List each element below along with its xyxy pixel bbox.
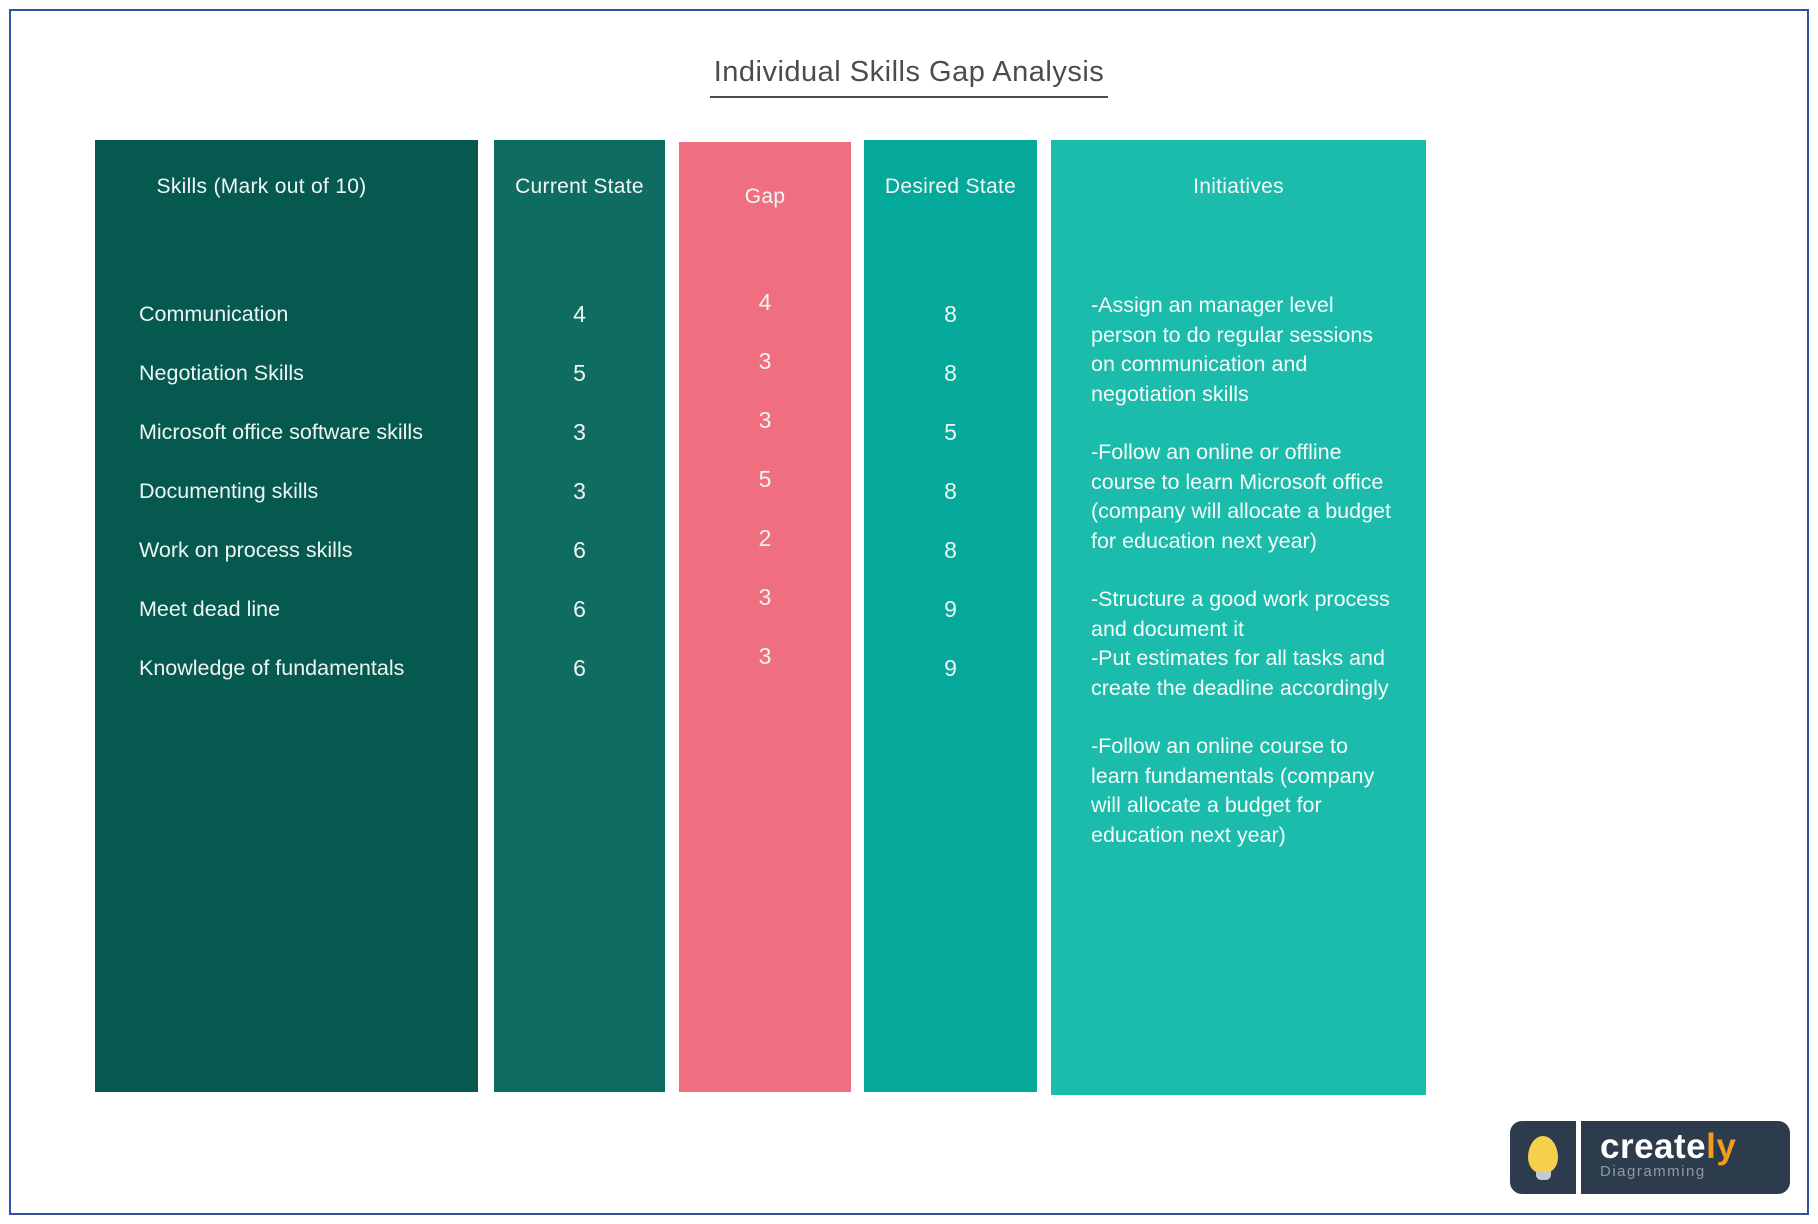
lightbulb-icon — [1510, 1121, 1576, 1194]
skill-label: Microsoft office software skills — [139, 420, 423, 444]
current-state-value: 3 — [573, 478, 586, 504]
desired-state-value: 5 — [944, 419, 957, 445]
page-title: Individual Skills Gap Analysis — [709, 56, 1109, 98]
skill-label: Negotiation Skills — [139, 361, 304, 385]
desired-state-column: Desired State 8 8 5 8 8 9 9 — [864, 140, 1037, 1092]
gap-value: 5 — [758, 466, 772, 492]
gap-value: 2 — [758, 525, 772, 551]
initiatives-column: Initiatives -Assign an manager level per… — [1051, 140, 1426, 1095]
skills-list: Communication Negotiation Skills Microso… — [95, 285, 478, 698]
current-state-value: 3 — [573, 419, 586, 445]
skill-label: Work on process skills — [139, 538, 353, 562]
desired-state-value: 8 — [944, 301, 957, 327]
brand-create: create — [1600, 1127, 1707, 1166]
skill-label: Knowledge of fundamentals — [139, 656, 405, 680]
gap-value: 4 — [758, 289, 772, 315]
desired-state-values: 8 8 5 8 8 9 9 — [864, 285, 1037, 698]
initiatives-text: -Assign an manager level person to do re… — [1091, 291, 1398, 879]
creately-wordmark: creately Diagramming — [1581, 1121, 1790, 1194]
brand-ly: ly — [1706, 1127, 1737, 1166]
skills-column-header: Skills (Mark out of 10) — [156, 175, 367, 198]
gap-value: 3 — [758, 643, 772, 669]
skill-label: Documenting skills — [139, 479, 319, 503]
skills-column: Skills (Mark out of 10) Communication Ne… — [95, 140, 478, 1092]
current-state-header: Current State — [515, 175, 644, 198]
desired-state-value: 8 — [944, 360, 957, 386]
desired-state-value: 9 — [944, 596, 957, 622]
initiatives-header: Initiatives — [1193, 175, 1284, 198]
gap-header: Gap — [744, 185, 786, 208]
current-state-value: 5 — [573, 360, 586, 386]
brand-subtitle: Diagramming — [1600, 1163, 1706, 1180]
brand-name: creately — [1600, 1127, 1790, 1166]
desired-state-value: 9 — [944, 655, 957, 681]
gap-value: 3 — [758, 407, 772, 433]
gap-value: 3 — [758, 348, 772, 374]
initiative-paragraph: -Follow an online or offline course to l… — [1091, 440, 1391, 553]
current-state-value: 6 — [573, 537, 586, 563]
title-bar: Individual Skills Gap Analysis — [0, 56, 1818, 98]
current-state-values: 4 5 3 3 6 6 6 — [494, 285, 665, 698]
desired-state-value: 8 — [944, 478, 957, 504]
current-state-value: 4 — [573, 301, 586, 327]
gap-value: 3 — [758, 584, 772, 610]
initiative-paragraph: -Follow an online course to learn fundam… — [1091, 734, 1375, 847]
creately-logo: creately Diagramming — [1510, 1121, 1790, 1194]
gap-column: Gap 4 3 3 5 2 3 3 — [679, 142, 851, 1092]
current-state-value: 6 — [573, 596, 586, 622]
desired-state-value: 8 — [944, 537, 957, 563]
current-state-column: Current State 4 5 3 3 6 6 6 — [494, 140, 665, 1092]
desired-state-header: Desired State — [884, 175, 1017, 198]
skill-label: Communication — [139, 302, 289, 326]
gap-values: 4 3 3 5 2 3 3 — [679, 273, 851, 686]
skill-label: Meet dead line — [139, 597, 281, 621]
initiative-paragraph: -Structure a good work process and docum… — [1091, 587, 1390, 700]
initiative-paragraph: -Assign an manager level person to do re… — [1091, 293, 1374, 406]
current-state-value: 6 — [573, 655, 586, 681]
